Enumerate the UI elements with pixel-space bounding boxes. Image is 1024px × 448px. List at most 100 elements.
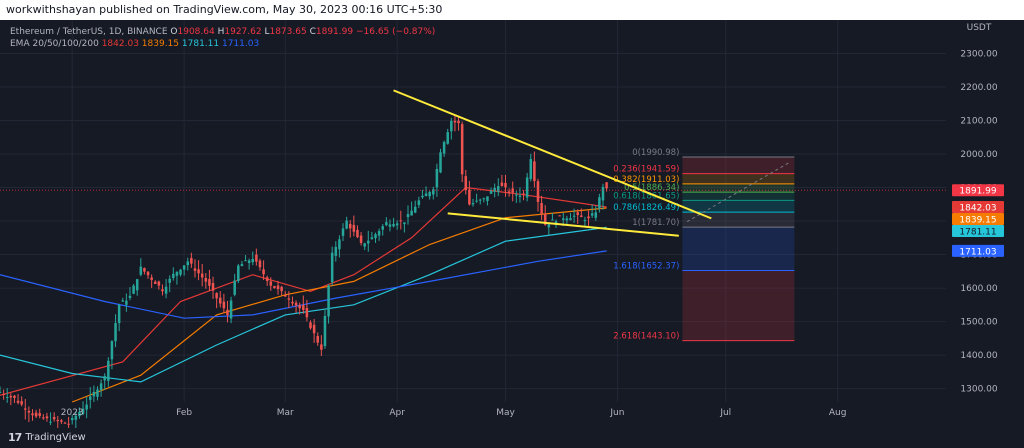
trendline-lower	[447, 212, 679, 237]
legend-ema: EMA 20/50/100/200 1842.03 1839.15 1781.1…	[10, 38, 259, 50]
ema-line-ema-100	[0, 226, 607, 383]
candle-body	[457, 120, 460, 124]
candle-body	[269, 281, 273, 286]
candle-body	[417, 200, 421, 205]
candle-body	[533, 161, 536, 182]
candle-body	[96, 389, 99, 397]
currency-label: USDT	[967, 23, 992, 33]
candle-body	[128, 295, 132, 298]
legend-ema100: 1781.11	[181, 39, 220, 49]
candle-body	[229, 300, 233, 319]
candle-body	[453, 120, 457, 123]
candle-body	[309, 322, 312, 329]
candle-body	[540, 203, 543, 214]
candle-body	[63, 422, 67, 424]
candle-body	[164, 286, 168, 294]
candle-body	[428, 191, 431, 197]
candle-body	[298, 304, 301, 309]
candle-body	[190, 257, 193, 264]
candle-body	[157, 281, 161, 286]
tradingview-logo[interactable]: 17 TradingView	[8, 428, 86, 448]
fibonacci-tool[interactable]: 0(1990.98)0.236(1941.59)0.382(1911.03)0.…	[613, 148, 795, 342]
candle-body	[38, 413, 41, 416]
candle-body	[244, 260, 247, 262]
candle-body	[471, 203, 475, 205]
y-tick-label: 2200.00	[960, 83, 997, 93]
trendline-upper	[393, 89, 712, 220]
legend-high: 1927.62	[224, 27, 262, 37]
candle-body	[327, 285, 330, 317]
candle-body	[60, 420, 63, 422]
candle-body	[34, 412, 38, 417]
candle-body	[193, 268, 197, 271]
candle-body	[273, 286, 276, 289]
candle-body	[381, 226, 384, 230]
ema-line-ema-200	[0, 250, 607, 319]
legend-ema20: 1842.03	[101, 39, 139, 49]
candle-body	[305, 307, 309, 318]
candle-body	[237, 265, 240, 282]
trendlines[interactable]	[393, 89, 712, 237]
tradingview-brand: TradingView	[25, 432, 86, 443]
legend-symbol: Ethereum / TetherUS, 1D, BINANCE	[10, 27, 168, 37]
x-tick-label: May	[496, 408, 515, 418]
candle-body	[323, 315, 327, 347]
price-axis[interactable]: 1300.001400.001500.001600.001700.001800.…	[952, 23, 1004, 395]
candle-body	[276, 285, 280, 290]
publisher-text: workwithshayan published on TradingView.…	[6, 3, 443, 16]
fib-zone	[682, 212, 795, 228]
candle-body	[590, 213, 594, 216]
legend-change: −16.65 (−0.87%)	[355, 27, 436, 37]
candle-body	[406, 214, 410, 218]
candle-body	[413, 206, 417, 213]
candle-body	[525, 177, 529, 198]
candle-body	[132, 285, 135, 294]
legend-close-label: C	[309, 27, 316, 37]
candle-body	[27, 410, 31, 413]
candle-body	[70, 417, 74, 421]
candle-body	[497, 186, 500, 192]
candle-body	[89, 396, 92, 400]
candle-body	[117, 304, 121, 324]
y-tick-label: 1500.00	[960, 318, 997, 328]
candle-body	[146, 271, 150, 276]
fib-level-label: 0(1990.98)	[632, 148, 679, 158]
legend-low: 1873.65	[269, 27, 307, 37]
time-axis[interactable]: 2023 Feb Mar Apr May Jun Jul Aug	[61, 408, 847, 418]
candle-body	[432, 189, 435, 195]
candle-body	[78, 411, 81, 417]
candle-body	[507, 191, 511, 193]
candles	[0, 115, 608, 431]
chart-area[interactable]: 0(1990.98) 0.236(1941.59) 0.382(1911.03) 0.…	[0, 20, 1024, 431]
candle-body	[107, 360, 110, 381]
candle-body	[247, 260, 251, 263]
candlestick-chart[interactable]: 0(1990.98)0.236(1941.59)0.382(1911.03)0.…	[0, 20, 1024, 431]
legend-ema-label: EMA 20/50/100/200	[10, 39, 99, 49]
candle-body	[218, 297, 222, 304]
candle-body	[233, 280, 236, 295]
candle-body	[565, 218, 569, 221]
candle-body	[543, 213, 547, 225]
fib-level-label: 0.618(1861.65)	[613, 191, 679, 201]
candle-body	[468, 189, 471, 205]
candle-body	[594, 212, 598, 218]
x-tick-label: Jun	[609, 408, 624, 418]
legend-ema50: 1839.15	[141, 39, 180, 49]
legend-ohlc: Ethereum / TetherUS, 1D, BINANCE O1908.6…	[10, 26, 435, 38]
candle-body	[395, 223, 399, 226]
y-tick-label: 2100.00	[960, 117, 997, 127]
x-tick-label: 2023	[61, 408, 84, 418]
candle-body	[291, 301, 294, 304]
candle-body	[500, 182, 504, 186]
publisher-bar: workwithshayan published on TradingView.…	[0, 0, 1024, 20]
fib-zone	[682, 192, 795, 201]
candle-body	[0, 391, 2, 393]
candle-body	[9, 396, 13, 398]
price-label-ema200: 1711.03	[959, 247, 996, 257]
candle-body	[287, 298, 291, 300]
fib-level-label: 2.618(1443.10)	[613, 332, 679, 342]
candle-body	[410, 210, 413, 216]
y-tick-label: 2300.00	[960, 50, 997, 60]
candle-body	[175, 271, 179, 276]
candle-body	[208, 279, 211, 286]
